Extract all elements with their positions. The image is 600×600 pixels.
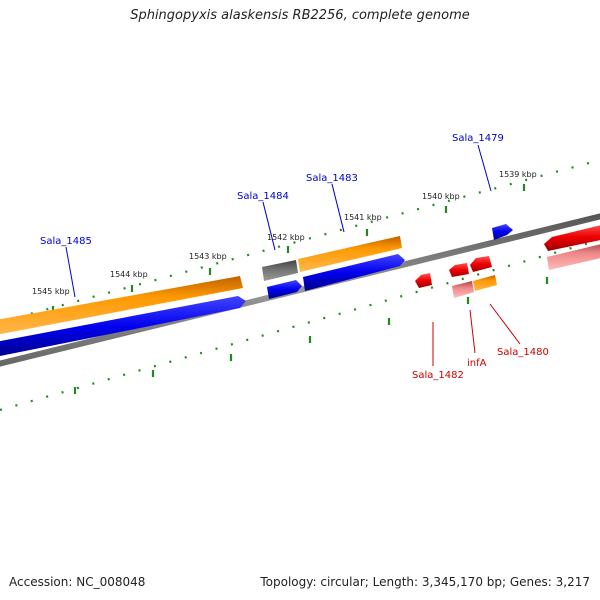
gene-label-sala-1479[interactable]: Sala_1479 [452,133,504,144]
label-leaders-forward [65,144,492,298]
kbp-label: 1539 kbp [499,170,537,179]
gene-label-sala-1480[interactable]: Sala_1480 [497,347,549,358]
genome-backbone [0,213,600,367]
gene-label-infa[interactable]: infA [467,358,487,369]
kbp-label: 1543 kbp [189,252,227,261]
genome-title: Sphingopyxis alaskensis RB2256, complete… [130,8,470,23]
reverse-gene-sala-1480[interactable] [547,242,600,270]
reverse-cds-infa[interactable] [470,256,492,272]
kbp-label: 1544 kbp [110,270,148,279]
gene-label-sala-1482[interactable]: Sala_1482 [412,370,464,381]
pseudo-gene-sala-1484[interactable] [262,260,298,281]
reverse-gene-infa[interactable] [452,281,474,298]
reverse-cds-sala-1482[interactable] [415,273,432,288]
kbp-label: 1542 kbp [267,233,305,242]
genome-stats-label: Topology: circular; Length: 3,345,170 bp… [260,575,590,589]
reverse-cds-unlabeled[interactable] [449,263,469,277]
inner-major-ticks [73,277,549,394]
kbp-label: 1545 kbp [32,287,70,296]
kbp-label: 1540 kbp [422,192,460,201]
forward-gene-sala-1483[interactable] [298,236,402,272]
forward-cds-sala-1484[interactable] [267,280,302,299]
forward-cds-sala-1483[interactable] [303,254,405,291]
accession-label: Accession: NC_008048 [9,575,146,589]
gene-label-sala-1485[interactable]: Sala_1485 [40,236,92,247]
forward-gene-sala-1485[interactable] [0,276,243,336]
label-leaders-reverse [432,303,521,366]
gene-label-sala-1483[interactable]: Sala_1483 [306,173,358,184]
gene-label-sala-1484[interactable]: Sala_1484 [237,191,289,202]
pseudo-gene-infa[interactable] [473,275,497,291]
reverse-cds-sala-1480[interactable] [544,223,600,251]
forward-cds-sala-1485[interactable] [0,296,246,358]
kbp-label: 1541 kbp [344,213,382,222]
forward-cds-sala-1479[interactable] [492,224,513,240]
